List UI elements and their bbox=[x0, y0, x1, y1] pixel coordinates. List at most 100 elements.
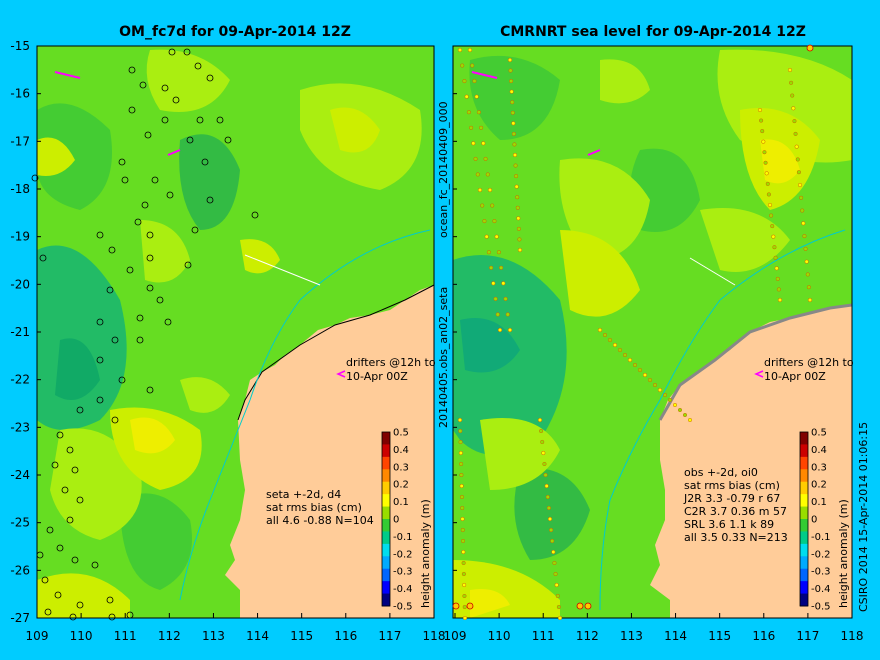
observation-circle bbox=[161, 116, 169, 124]
observation-circle bbox=[96, 231, 104, 239]
observation-dot bbox=[793, 131, 798, 136]
colorbar-tick-label: 0.4 bbox=[811, 445, 827, 456]
observation-dot bbox=[556, 604, 561, 610]
left-observation-points bbox=[31, 48, 259, 621]
observation-dot bbox=[804, 259, 809, 264]
observation-circle bbox=[126, 611, 134, 619]
observation-dot bbox=[545, 494, 550, 500]
observation-dot bbox=[795, 157, 800, 162]
observation-dot bbox=[790, 93, 795, 98]
lon-tick-label: 116 bbox=[752, 629, 775, 643]
observation-circle bbox=[186, 136, 194, 144]
colorbar-tick-label: 0.3 bbox=[811, 462, 827, 473]
observation-circle bbox=[139, 81, 147, 89]
lon-tick-label: 115 bbox=[708, 629, 731, 643]
longitude-axis-right: 109 110 111 112 113 114 115 116 117 118 bbox=[444, 613, 863, 643]
observation-dot bbox=[464, 94, 469, 99]
observation-dot bbox=[806, 285, 811, 290]
lon-tick-label: 111 bbox=[532, 629, 555, 643]
colorbar-tick-label: 0.5 bbox=[393, 428, 409, 439]
observation-dot bbox=[553, 571, 558, 577]
observation-circle bbox=[164, 318, 172, 326]
latitude-axis: -15 -16 -17 -18 -19 -20 -21 -22 -23 -24 -25 -26 -27 bbox=[10, 39, 457, 625]
observation-dot bbox=[459, 483, 464, 489]
observation-dot bbox=[458, 439, 463, 445]
observation-dot bbox=[507, 327, 513, 333]
observation-circle bbox=[146, 231, 154, 239]
observation-dot bbox=[540, 439, 545, 445]
colorbar-tick-label: -0.1 bbox=[811, 532, 831, 543]
observation-dot bbox=[801, 221, 806, 226]
observation-dot bbox=[760, 129, 765, 134]
observation-dot bbox=[496, 250, 501, 255]
observation-circle bbox=[141, 201, 149, 209]
colorbar-tick-label: 0.2 bbox=[393, 480, 409, 491]
observation-circle bbox=[206, 74, 214, 82]
observation-dot bbox=[642, 372, 648, 378]
observation-dot bbox=[791, 106, 796, 111]
observation-dot bbox=[584, 602, 592, 610]
colorbar-tick-label: -0.1 bbox=[393, 532, 413, 543]
observation-dot bbox=[469, 125, 474, 130]
observation-dot bbox=[517, 237, 522, 242]
observation-dot bbox=[461, 571, 466, 577]
lat-tick-label: -20 bbox=[10, 277, 30, 291]
observation-circle bbox=[71, 466, 79, 474]
observation-dot bbox=[515, 195, 520, 200]
observation-circle bbox=[66, 446, 74, 454]
observation-dot bbox=[677, 407, 683, 413]
observation-dot bbox=[789, 80, 794, 85]
observation-dot bbox=[771, 234, 776, 239]
observation-circle bbox=[46, 526, 54, 534]
forecast-id-label: ocean_fc_20140409_000 bbox=[437, 101, 450, 238]
observation-dot bbox=[479, 125, 484, 130]
observation-circle bbox=[51, 461, 59, 469]
observation-dot bbox=[495, 312, 500, 317]
colorbar-tick-label: -0.5 bbox=[393, 602, 413, 613]
observation-circle bbox=[251, 211, 259, 219]
observation-circle bbox=[54, 591, 62, 599]
observation-dot bbox=[672, 402, 678, 408]
observation-dot bbox=[481, 141, 486, 146]
right-observation-points bbox=[452, 44, 814, 621]
observation-dot bbox=[652, 382, 658, 388]
observation-circle bbox=[224, 136, 232, 144]
lon-tick-label: 112 bbox=[158, 629, 181, 643]
observation-dot bbox=[517, 247, 523, 253]
observation-circle bbox=[41, 576, 49, 584]
lat-tick-label: -15 bbox=[10, 39, 30, 53]
observation-circle bbox=[166, 191, 174, 199]
observation-dot bbox=[512, 142, 517, 147]
observation-dot bbox=[510, 110, 515, 115]
observation-dot bbox=[776, 287, 781, 292]
left-anomaly-field bbox=[37, 49, 434, 618]
observation-dot bbox=[797, 182, 803, 188]
lon-tick-label: 109 bbox=[444, 629, 467, 643]
observation-dot bbox=[543, 472, 548, 478]
lat-tick-label: -18 bbox=[10, 182, 30, 196]
observation-dot bbox=[806, 44, 814, 52]
observation-dot bbox=[555, 593, 560, 599]
lat-tick-label: -22 bbox=[10, 373, 30, 387]
observation-circle bbox=[71, 556, 79, 564]
observation-dot bbox=[612, 342, 618, 348]
observation-dot bbox=[460, 505, 465, 511]
colorbar-tick-label: 0.4 bbox=[393, 445, 409, 456]
observation-dot bbox=[511, 131, 516, 136]
observation-dot bbox=[554, 582, 559, 588]
lat-tick-label: -26 bbox=[10, 563, 30, 577]
observation-dot bbox=[667, 397, 673, 403]
observation-dot bbox=[763, 160, 768, 165]
observation-dot bbox=[475, 172, 480, 177]
observation-dot bbox=[537, 417, 543, 423]
observation-dot bbox=[457, 47, 463, 53]
observation-dot bbox=[513, 163, 518, 168]
observation-dot bbox=[470, 63, 475, 68]
right-stats-row: all 3.5 0.33 N=213 bbox=[684, 531, 788, 544]
observation-dot bbox=[514, 184, 519, 189]
lat-tick-label: -16 bbox=[10, 87, 30, 101]
observation-dot bbox=[462, 79, 467, 84]
left-stats-line1: seta +-2d, d4 bbox=[266, 488, 341, 501]
observation-dot bbox=[467, 47, 473, 53]
observation-dot bbox=[452, 602, 460, 610]
